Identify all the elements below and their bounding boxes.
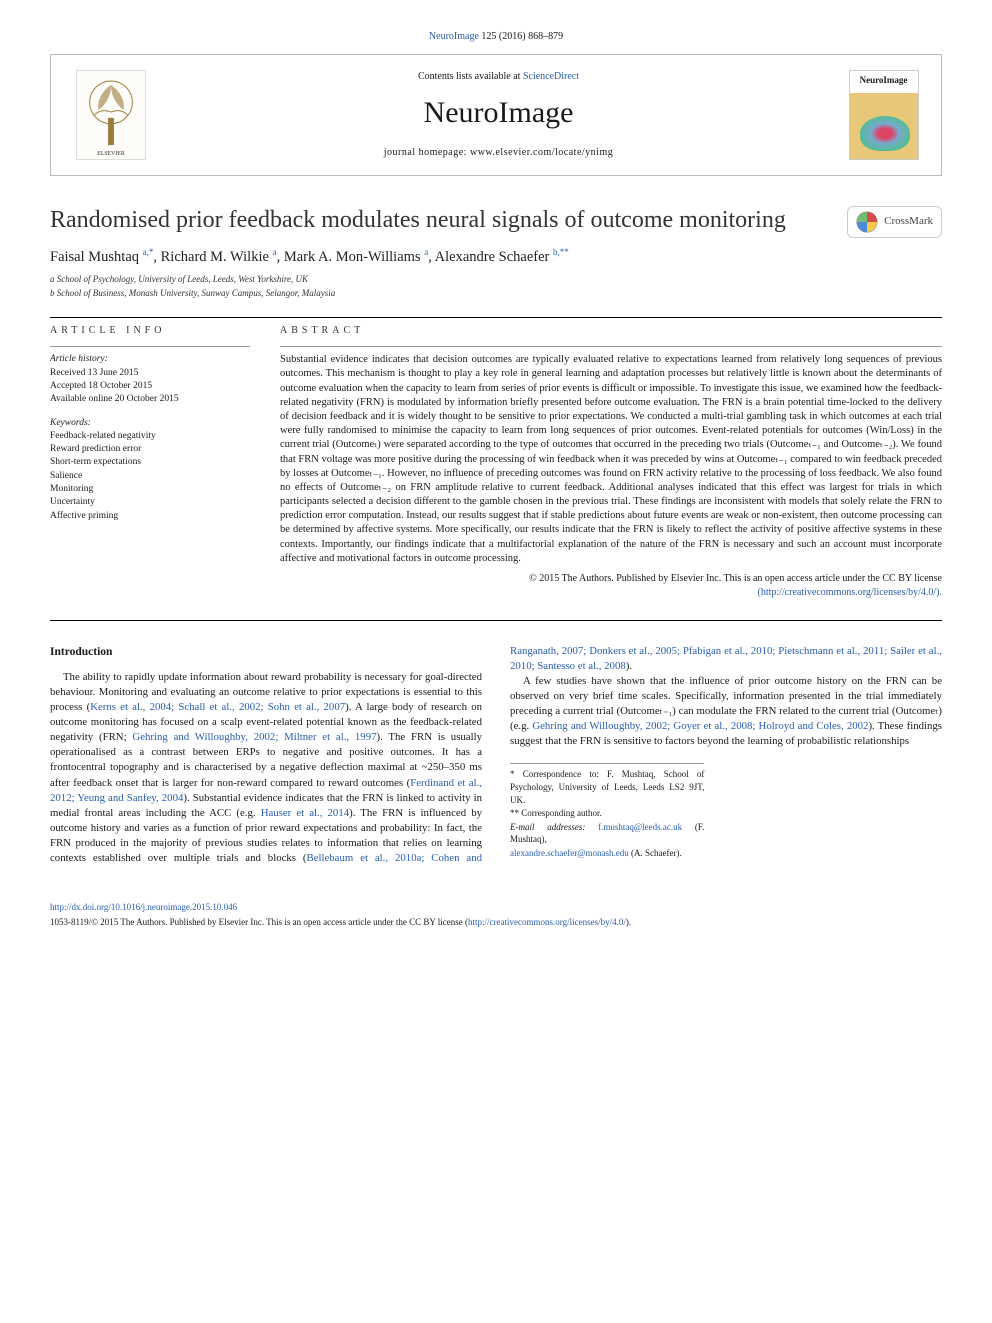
cover-thumbnail: NeuroImage (849, 70, 919, 160)
divider-rule-2 (50, 620, 942, 621)
email-name-2: (A. Schaefer). (629, 848, 682, 858)
elsevier-tree-icon: ELSEVIER (76, 70, 146, 160)
publisher-logo: ELSEVIER (66, 65, 156, 165)
affiliation-a: a School of Psychology, University of Le… (50, 273, 942, 286)
intro-heading: Introduction (50, 644, 482, 660)
footer-bar: http://dx.doi.org/10.1016/j.neuroimage.2… (50, 901, 942, 928)
issn-copyright-line: 1053-8119/© 2015 The Authors. Published … (50, 916, 942, 929)
crossmark-icon (856, 211, 878, 233)
doi-link[interactable]: http://dx.doi.org/10.1016/j.neuroimage.2… (50, 902, 237, 912)
history-label: Article history: (50, 353, 250, 366)
email-link-1[interactable]: f.mushtaq@leeds.ac.uk (598, 822, 682, 832)
citation-journal-link[interactable]: NeuroImage (429, 31, 479, 42)
keyword-item: Monitoring (50, 483, 250, 496)
cover-label: NeuroImage (860, 75, 908, 85)
footer-license-link[interactable]: http://creativecommons.org/licenses/by/4… (468, 917, 626, 927)
correspondence-note-2: ** Corresponding author. (510, 807, 704, 820)
homepage-url: www.elsevier.com/locate/ynimg (470, 147, 613, 158)
copyright-text: © 2015 The Authors. Published by Elsevie… (529, 573, 942, 584)
affiliation-b: b School of Business, Monash University,… (50, 287, 942, 300)
issn-pre: 1053-8119/© 2015 The Authors. Published … (50, 917, 468, 927)
issn-post: ). (626, 917, 631, 927)
crossmark-label: CrossMark (884, 214, 933, 229)
journal-header: ELSEVIER Contents lists available at Sci… (50, 54, 942, 176)
keyword-item: Short-term expectations (50, 456, 250, 469)
keyword-item: Reward prediction error (50, 443, 250, 456)
abstract-block: abstract Substantial evidence indicates … (280, 324, 942, 600)
ref-link[interactable]: Gehring and Willoughby, 2002; Miltner et… (132, 731, 376, 743)
abstract-text: Substantial evidence indicates that deci… (280, 353, 942, 566)
ref-link[interactable]: Kerns et al., 2004; Schall et al., 2002;… (90, 701, 345, 713)
homepage-line: journal homepage: www.elsevier.com/locat… (156, 146, 841, 160)
keyword-item: Affective priming (50, 510, 250, 523)
body-text: Introduction The ability to rapidly upda… (50, 644, 942, 867)
article-title: Randomised prior feedback modulates neur… (50, 206, 847, 235)
divider-rule (50, 317, 942, 318)
keyword-item: Feedback-related negativity (50, 430, 250, 443)
ref-link[interactable]: Gehring and Willoughby, 2002; Goyer et a… (532, 720, 868, 732)
keyword-item: Salience (50, 470, 250, 483)
ref-link[interactable]: Hauser et al., 2014 (261, 807, 349, 819)
online-date: Available online 20 October 2015 (50, 393, 250, 406)
citation-vol-pages: 125 (2016) 868–879 (479, 31, 563, 42)
homepage-prefix: journal homepage: (384, 147, 470, 158)
body-paragraph-2: A few studies have shown that the influe… (510, 674, 942, 750)
copyright-line: © 2015 The Authors. Published by Elsevie… (280, 572, 942, 600)
accepted-date: Accepted 18 October 2015 (50, 380, 250, 393)
svg-text:ELSEVIER: ELSEVIER (97, 151, 125, 157)
email-line: E-mail addresses: f.mushtaq@leeds.ac.uk … (510, 821, 704, 846)
abstract-heading: abstract (280, 324, 942, 338)
journal-cover: NeuroImage (841, 65, 926, 165)
journal-name: NeuroImage (156, 92, 841, 134)
top-citation: NeuroImage 125 (2016) 868–879 (50, 30, 942, 44)
footnotes: * Correspondence to: F. Mushtaq, School … (510, 763, 704, 859)
contents-line: Contents lists available at ScienceDirec… (156, 70, 841, 84)
correspondence-note-1: * Correspondence to: F. Mushtaq, School … (510, 768, 704, 806)
contents-prefix: Contents lists available at (418, 71, 523, 82)
email-label: E-mail addresses: (510, 822, 598, 832)
affiliations: a School of Psychology, University of Le… (50, 273, 942, 299)
crossmark-badge[interactable]: CrossMark (847, 206, 942, 238)
article-info-block: article info Article history: Received 1… (50, 324, 250, 600)
article-info-heading: article info (50, 324, 250, 338)
email-link-2[interactable]: alexandre.schaefer@monash.edu (510, 848, 629, 858)
sciencedirect-link[interactable]: ScienceDirect (523, 71, 579, 82)
license-link[interactable]: (http://creativecommons.org/licenses/by/… (758, 587, 943, 598)
keyword-item: Uncertainty (50, 496, 250, 509)
keywords-label: Keywords: (50, 417, 250, 430)
received-date: Received 13 June 2015 (50, 367, 250, 380)
keywords-list: Feedback-related negativityReward predic… (50, 430, 250, 523)
authors-line: Faisal Mushtaq a,*, Richard M. Wilkie a,… (50, 246, 942, 267)
